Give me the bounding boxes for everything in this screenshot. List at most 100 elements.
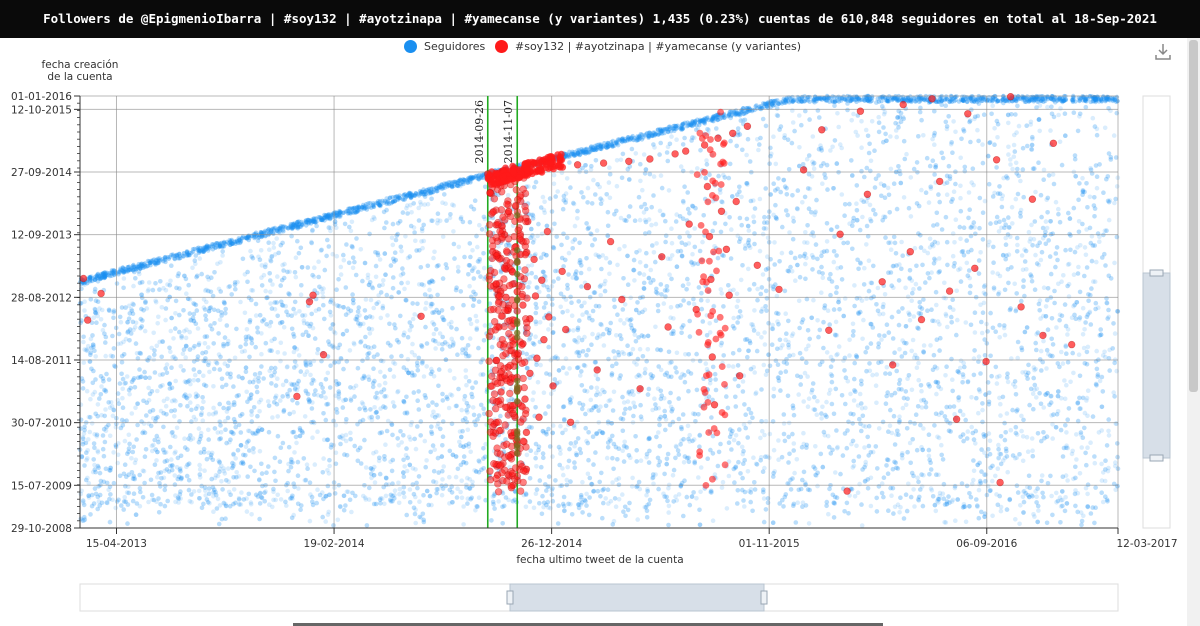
follower-point (631, 392, 636, 398)
follower-point (1059, 349, 1064, 355)
follower-point (1071, 370, 1076, 376)
follower-point (121, 276, 127, 281)
follower-point (755, 331, 761, 337)
follower-point (875, 285, 881, 291)
follower-point (142, 328, 148, 334)
follower-point (1087, 309, 1093, 315)
follower-point (637, 346, 643, 352)
follower-point (990, 478, 995, 484)
follower-point (1033, 189, 1038, 195)
follower-point (432, 249, 437, 255)
follower-point (1012, 281, 1017, 287)
follower-point (368, 297, 374, 303)
follower-point (396, 500, 402, 506)
follower-point (570, 239, 576, 244)
follower-point (423, 300, 429, 306)
follower-point (806, 343, 811, 349)
follower-point (1025, 449, 1031, 455)
follower-point (559, 170, 565, 176)
follower-point (476, 495, 482, 501)
follower-point (527, 280, 532, 285)
follower-point (343, 438, 349, 444)
follower-point (644, 503, 650, 508)
follower-point (698, 465, 704, 470)
follower-point (572, 223, 578, 229)
follower-point (862, 265, 867, 271)
follower-point (366, 497, 372, 502)
follower-point (759, 285, 765, 290)
follower-point (159, 339, 165, 344)
follower-point (771, 134, 776, 139)
download-icon[interactable] (1155, 43, 1171, 61)
follower-point (571, 328, 576, 333)
follower-point (622, 244, 627, 249)
follower-point (916, 360, 921, 366)
follower-point (275, 492, 281, 498)
follower-point (318, 248, 324, 253)
follower-point (1038, 348, 1044, 354)
follower-point (653, 324, 658, 330)
follower-point (792, 470, 797, 476)
follower-point (998, 508, 1004, 514)
follower-point (390, 242, 396, 248)
follower-point (1014, 130, 1019, 135)
follower-point (270, 282, 275, 287)
legend-item-hashtags[interactable]: #soy132 | #ayotzinapa | #yamecanse (y va… (495, 40, 801, 53)
follower-point (397, 491, 402, 497)
follower-point (96, 499, 102, 504)
follower-point (187, 498, 193, 504)
follower-point (806, 521, 812, 526)
follower-point (598, 282, 604, 288)
follower-point (981, 290, 987, 296)
follower-point (334, 253, 340, 259)
follower-point (954, 288, 959, 294)
follower-point (767, 431, 773, 437)
legend-item-seguidores[interactable]: Seguidores (404, 40, 485, 53)
follower-point (196, 340, 202, 346)
follower-point (606, 398, 612, 404)
follower-point (551, 172, 557, 178)
follower-point (197, 467, 203, 472)
follower-point (863, 459, 868, 465)
follower-point (435, 217, 441, 223)
follower-point (179, 335, 184, 341)
follower-point (910, 337, 916, 343)
follower-point (408, 422, 414, 428)
follower-point (1094, 259, 1099, 265)
follower-point (1013, 307, 1019, 312)
follower-point (801, 441, 807, 447)
follower-point (618, 157, 624, 163)
follower-point (797, 145, 802, 150)
follower-point (838, 142, 843, 147)
follower-point (649, 222, 654, 228)
follower-point (413, 520, 419, 526)
follower-point (612, 355, 618, 361)
follower-point (412, 352, 418, 358)
follower-point (685, 230, 690, 235)
follower-point (533, 491, 539, 497)
follower-point (759, 284, 764, 290)
follower-point (1024, 434, 1030, 440)
follower-point (257, 425, 262, 431)
follower-point (206, 427, 211, 433)
follower-point (897, 347, 902, 352)
follower-point (1015, 242, 1020, 248)
follower-point (558, 447, 563, 453)
follower-point (215, 430, 221, 435)
follower-point (99, 384, 104, 389)
follower-point (137, 271, 142, 277)
follower-point (402, 464, 408, 469)
follower-point (482, 323, 488, 328)
follower-point (851, 111, 856, 117)
follower-point (611, 518, 617, 524)
follower-point (588, 397, 594, 403)
follower-point (870, 372, 875, 378)
follower-point (921, 426, 926, 431)
follower-point (806, 396, 812, 402)
follower-point (463, 374, 469, 380)
follower-point (474, 319, 480, 324)
follower-point (249, 409, 255, 414)
follower-point (372, 480, 378, 485)
follower-point (196, 426, 202, 431)
follower-point (990, 103, 995, 109)
